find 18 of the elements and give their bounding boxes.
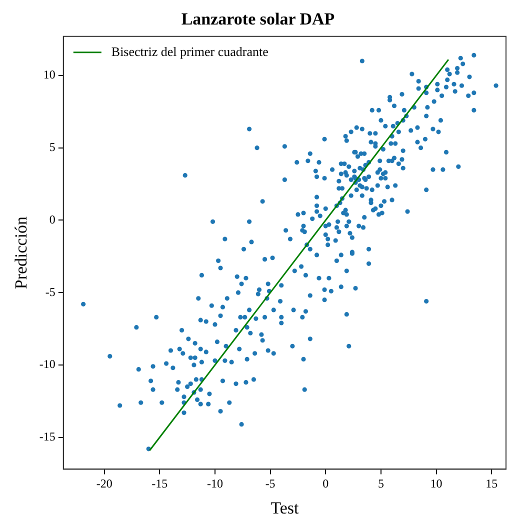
- y-tick-label: 10: [43, 68, 56, 82]
- y-tick-label: -15: [39, 430, 56, 444]
- x-tick-label: -10: [206, 476, 223, 491]
- legend-label: Bisectriz del primer cuadrante: [111, 44, 269, 59]
- y-tick-label: 0: [49, 212, 56, 226]
- x-tick-label: -20: [96, 476, 112, 491]
- x-tick-label: 10: [430, 476, 442, 491]
- y-tick-label: -5: [45, 284, 56, 299]
- y-axis-title: Predicción: [12, 216, 31, 290]
- x-axis-title: Test: [270, 498, 300, 518]
- chart-title: Lanzarote solar DAP: [181, 10, 335, 29]
- x-tick-label: 15: [486, 476, 498, 491]
- x-tick-label: 5: [378, 476, 384, 491]
- y-tick-label: 5: [49, 140, 56, 154]
- x-tick-label: -5: [265, 476, 276, 491]
- x-tick-label: 0: [322, 476, 329, 491]
- x-tick-label: -15: [152, 476, 168, 491]
- y-tick-label: -10: [39, 357, 56, 372]
